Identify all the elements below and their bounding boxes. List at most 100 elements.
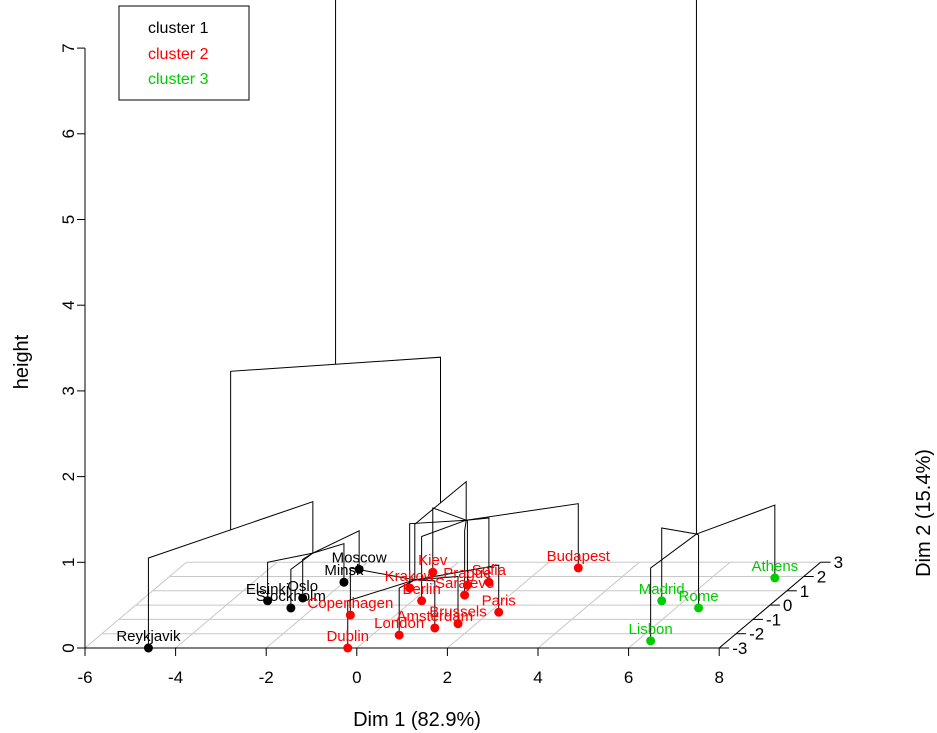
tree-branch (414, 564, 500, 613)
tree-branch (349, 567, 415, 616)
x-tick-label: 4 (533, 668, 542, 687)
city-point (354, 564, 364, 574)
city-label: Moscow (332, 549, 387, 566)
z-tick-label: 6 (59, 129, 78, 138)
city-points (143, 563, 780, 653)
z-tick-label: 5 (59, 215, 78, 224)
city-label: Paris (482, 592, 516, 609)
tree-branch (696, 504, 776, 578)
tree-branch (466, 503, 579, 568)
city-label: Brussels (429, 604, 487, 621)
dim2-axis-title: Dim 2 (15.4%) (913, 449, 935, 577)
city-point (417, 596, 427, 606)
city-point (405, 583, 415, 593)
tree-branch (414, 579, 436, 628)
city-point (345, 610, 355, 620)
grid-line (84, 561, 187, 649)
city-point (428, 567, 438, 577)
city-point (484, 577, 494, 587)
city-label: Sofia (472, 562, 507, 579)
city-label: Budapest (547, 548, 611, 565)
city-point (770, 573, 780, 583)
city-point (462, 580, 472, 590)
city-label: Madrid (639, 581, 685, 598)
dim1-axis: -6 -4 -2 0 2 4 6 8 (77, 648, 724, 687)
y-tick-label: 1 (800, 582, 809, 601)
z-tick-label: 4 (59, 300, 78, 309)
city-label: Berlin (402, 581, 440, 598)
city-label: Reykjavik (116, 628, 181, 645)
city-point (460, 590, 470, 600)
city-label: Stockholm (256, 588, 326, 605)
city-label: Amsterdam (396, 608, 473, 625)
x-tick-label: 6 (624, 668, 633, 687)
city-point (394, 630, 404, 640)
grid-line (356, 561, 459, 649)
tree-branch (409, 519, 467, 588)
floor-box (84, 48, 821, 649)
tree-branch (347, 579, 415, 648)
city-point (494, 607, 504, 617)
city-point (263, 596, 273, 606)
city-label: Krakow (385, 568, 435, 585)
height-axis: 0 1 2 3 4 5 6 7 (59, 43, 85, 653)
height-axis-title: height (11, 334, 33, 389)
floor-grid (84, 561, 821, 649)
tree-branch (414, 576, 459, 624)
grid-line (447, 561, 550, 649)
tree-branch (432, 507, 467, 573)
x-tick-label: -2 (259, 668, 274, 687)
legend-entry-cluster-3: cluster 3 (148, 71, 209, 88)
y-tick-label: -2 (749, 625, 764, 644)
x-tick-label: -6 (77, 668, 92, 687)
city-label: Lisbon (629, 621, 673, 638)
city-point (453, 619, 463, 629)
tree-branch (267, 552, 313, 601)
city-point (343, 643, 353, 653)
city-point (430, 623, 440, 633)
tree-branch (696, 533, 700, 608)
tree-branch (398, 579, 416, 636)
city-label: Minsk (324, 562, 364, 579)
tree-branch (230, 356, 441, 530)
y-tick-label: 0 (783, 596, 792, 615)
city-point (573, 563, 583, 573)
city-point (694, 603, 704, 613)
tree-branch (335, 0, 697, 535)
x-tick-label: 0 (352, 668, 361, 687)
city-label: Elsinki (246, 581, 289, 598)
y-tick-label: 2 (817, 568, 826, 587)
grid-line (175, 561, 278, 649)
z-tick-label: 2 (59, 472, 78, 481)
legend: cluster 1 cluster 2 cluster 3 (118, 5, 250, 101)
city-label: Kiev (418, 552, 448, 569)
tree-branch (302, 552, 314, 598)
z-tick-label: 0 (59, 643, 78, 652)
city-label: Sarajevo (435, 575, 494, 592)
city-label: Dublin (326, 628, 369, 645)
grid-line (628, 561, 731, 649)
grid-line (537, 561, 640, 649)
city-label: Oslo (287, 578, 318, 595)
x-tick-label: 8 (714, 668, 723, 687)
city-point (286, 603, 296, 613)
x-tick-label: 2 (443, 668, 452, 687)
legend-entry-cluster-2: cluster 2 (148, 46, 209, 63)
tree-branch (312, 542, 345, 583)
z-tick-label: 7 (59, 43, 78, 52)
city-label: Rome (679, 588, 719, 605)
tree-branch (464, 520, 467, 596)
city-point (646, 636, 656, 646)
y-tick-label: 3 (834, 553, 843, 572)
x-tick-label: -4 (168, 668, 183, 687)
dendrogram-tree (147, 0, 776, 648)
y-tick-label: -1 (766, 610, 781, 629)
tree-branch (650, 533, 697, 641)
z-tick-label: 3 (59, 386, 78, 395)
legend-box (118, 5, 250, 101)
tree-branch (290, 552, 314, 608)
dim1-axis-title: Dim 1 (82.9%) (353, 709, 481, 731)
z-tick-label: 1 (59, 558, 78, 567)
